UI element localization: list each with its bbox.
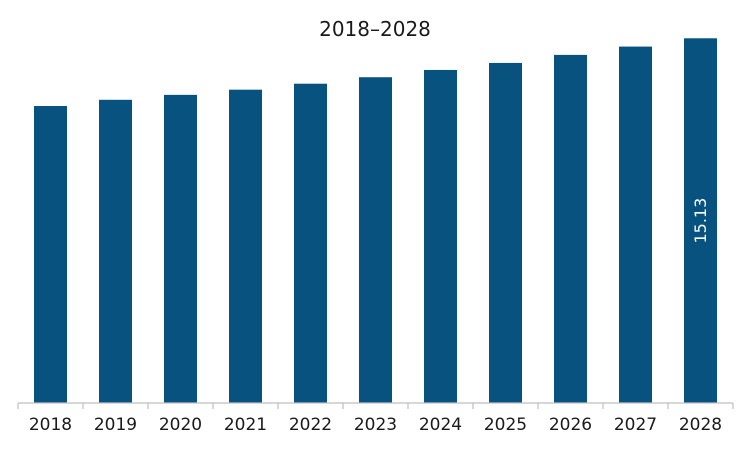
- x-axis-tick-labels: 2018 2019 2020 2021 2022 2023 2024 2025 2026 2027…: [29, 415, 722, 435]
- bar-2026: [554, 54, 587, 403]
- x-tick-label-2024: 2024: [419, 415, 462, 435]
- bar-2028: [684, 38, 717, 403]
- x-tick-label-2027: 2027: [614, 415, 657, 435]
- x-tick-label-2022: 2022: [289, 415, 332, 435]
- x-tick-label-2023: 2023: [354, 415, 397, 435]
- data-labels-layer: 15.13: [691, 198, 710, 244]
- data-label-2028: 15.13: [691, 198, 710, 244]
- x-tick-label-2018: 2018: [29, 415, 72, 435]
- bar-2018: [34, 106, 67, 403]
- bar-2023: [359, 77, 392, 403]
- x-tick-label-2019: 2019: [94, 415, 137, 435]
- chart-title: 2018–2028: [319, 17, 431, 41]
- bar-2022: [294, 83, 327, 404]
- x-axis-ticks: [17, 403, 734, 409]
- x-tick-label-2028: 2028: [679, 415, 722, 435]
- bars-layer: [34, 38, 717, 404]
- x-tick-label-2021: 2021: [224, 415, 267, 435]
- x-tick-label-2020: 2020: [159, 415, 202, 435]
- bar-2025: [489, 62, 522, 403]
- bar-2024: [424, 69, 457, 403]
- bar-2020: [164, 94, 197, 404]
- bar-2019: [99, 99, 132, 404]
- x-tick-label-2025: 2025: [484, 415, 527, 435]
- bar-2021: [229, 89, 262, 404]
- bar-2027: [619, 46, 652, 403]
- x-tick-label-2026: 2026: [549, 415, 592, 435]
